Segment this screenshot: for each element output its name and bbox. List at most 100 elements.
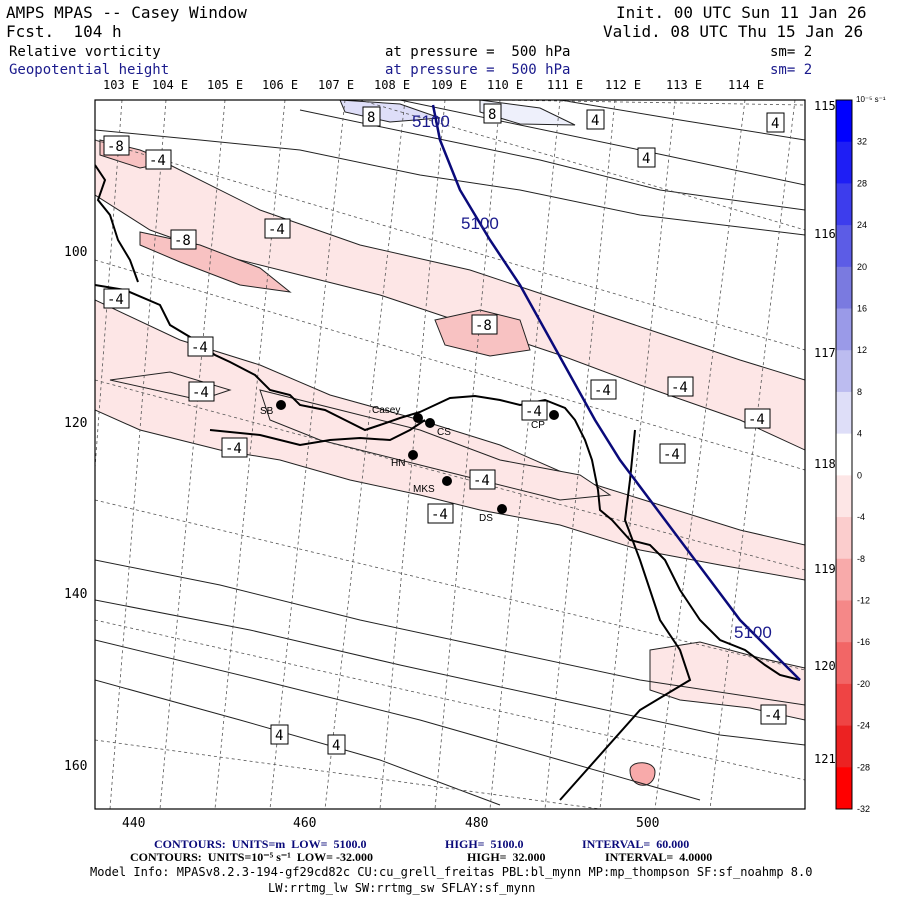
colorbar-label: 20 (857, 262, 867, 272)
station-label: DS (479, 513, 493, 524)
vort-label: -4 (671, 380, 688, 396)
height-label: 5100 (461, 214, 499, 233)
footer-line2-b: HIGH= 32.000 (467, 850, 546, 864)
colorbar-unit: 10⁻⁵ s⁻¹ (856, 95, 886, 104)
y-axis: 100 120 140 160 (64, 245, 87, 774)
y-tick-label: 160 (64, 759, 87, 774)
lon-label: 104 E (152, 78, 188, 92)
vort-label: -4 (268, 222, 285, 238)
colorbar-label: -4 (857, 512, 865, 522)
forecast-hour: Fcst. 104 h (6, 22, 122, 41)
colorbar-swatch (836, 391, 852, 435)
colorbar-swatch (836, 517, 852, 560)
lon-label: 113 E (666, 78, 702, 92)
colorbar (835, 99, 853, 810)
colorbar-swatch (836, 266, 852, 310)
vort-small-blob (629, 762, 656, 786)
y-tick-label: 100 (64, 245, 87, 260)
height-contour-5100 (431, 104, 801, 681)
field2-level: at pressure = 500 hPa (385, 62, 571, 78)
lon-label: 103 E (103, 78, 139, 92)
colorbar-frame (835, 99, 853, 810)
colorbar-label: -24 (857, 721, 870, 731)
vort-positive-top2 (479, 100, 576, 126)
colorbar-label: 28 (857, 178, 867, 188)
lon-label: 112 E (605, 78, 641, 92)
vort-band-middle (259, 389, 612, 501)
station-marker-ds (497, 504, 507, 514)
colorbar-label: 24 (857, 220, 867, 230)
init-time: Init. 00 UTC Sun 11 Jan 26 (616, 3, 867, 22)
height-label: 5100 (734, 623, 772, 642)
colorbar-swatch (836, 100, 852, 143)
vort-label: 8 (488, 107, 496, 123)
vort-label: -4 (149, 153, 166, 169)
station-marker-mks (442, 476, 452, 486)
footer-line2-a: CONTOURS: UNITS=10⁻⁵ s⁻¹ LOW= -32.000 (130, 850, 374, 864)
plot-frame (94, 99, 806, 810)
station-label: MKS (413, 484, 435, 495)
vort-label: 4 (591, 113, 599, 129)
colorbar-label: -12 (857, 595, 870, 605)
lon-labels-top: 103 E 104 E 105 E 106 E 107 E 108 E 109 … (103, 78, 764, 92)
vort-label: -4 (764, 708, 781, 724)
colorbar-swatch (836, 183, 852, 226)
colorbar-swatch (836, 475, 852, 518)
x-axis: 440 460 480 500 (122, 816, 659, 831)
vort-labels: 8 8 4 4 4 -8 -4 -4 -8 -4 -8 -4 -4 -4 -4 … (103, 103, 787, 755)
colorbar-swatch (836, 725, 852, 768)
x-tick-label: 480 (465, 816, 488, 831)
lon-label: 108 E (374, 78, 410, 92)
station-marker-cs (425, 418, 435, 428)
lon-label: 111 E (547, 78, 583, 92)
y-tick-label: 120 (64, 416, 87, 431)
station-marker-casey (413, 413, 423, 423)
colorbar-swatch (836, 767, 852, 810)
colorbar-swatch (836, 225, 852, 268)
colorbar-label: -16 (857, 637, 870, 647)
footer-line3: Model Info: MPASv8.2.3-194-gf29cd82c CU:… (90, 865, 813, 879)
valid-time: Valid. 08 UTC Thu 15 Jan 26 (603, 22, 864, 41)
vort-label: -4 (431, 507, 448, 523)
station-marker-sb (276, 400, 286, 410)
vort-label: -4 (473, 473, 490, 489)
field1-level: at pressure = 500 hPa (385, 44, 571, 60)
vorticity-contours (95, 100, 805, 806)
coastline (95, 164, 801, 801)
colorbar-label: 8 (857, 387, 862, 397)
vort-label: -4 (225, 441, 242, 457)
vort-label: 4 (275, 728, 283, 744)
colorbar-labels: 32 28 24 20 16 12 8 4 0 -4 -8 -12 -16 -20 -24 -28 -32 (857, 137, 870, 814)
vort-label: -4 (192, 385, 209, 401)
station-label: HN (391, 458, 405, 469)
colorbar-swatch (836, 433, 852, 476)
colorbar-swatch (836, 350, 852, 393)
colorbar-swatch (836, 558, 852, 601)
colorbar-label: -8 (857, 554, 865, 564)
stations: SB Casey CS CP HN MKS DS (260, 400, 559, 524)
station-label: Casey (372, 405, 400, 416)
vort-label: -8 (107, 139, 124, 155)
vort-label: 4 (642, 151, 650, 167)
x-tick-label: 440 (122, 816, 145, 831)
colorbar-swatch (836, 308, 852, 351)
vort-label: 4 (332, 738, 340, 754)
field2-name: Geopotential height (9, 62, 170, 78)
vort-positive-top (339, 100, 441, 123)
station-label: CP (531, 420, 545, 431)
vort-label: 4 (771, 116, 779, 132)
title: AMPS MPAS -- Casey Window (6, 3, 247, 22)
lon-label: 109 E (431, 78, 467, 92)
footer-line1-a: CONTOURS: UNITS=m LOW= 5100.0 (154, 837, 367, 851)
height-label: 5100 (412, 112, 450, 131)
colorbar-label: -20 (857, 679, 870, 689)
colorbar-label: -32 (857, 804, 870, 814)
colorbar-swatch (836, 141, 852, 184)
footer-line2-c: INTERVAL= 4.0000 (605, 850, 713, 864)
vort-label: -4 (594, 383, 611, 399)
colorbar-swatch (836, 642, 852, 685)
vort-label: -8 (174, 233, 191, 249)
colorbar-label: 4 (857, 429, 862, 439)
field1-name: Relative vorticity (9, 44, 161, 60)
